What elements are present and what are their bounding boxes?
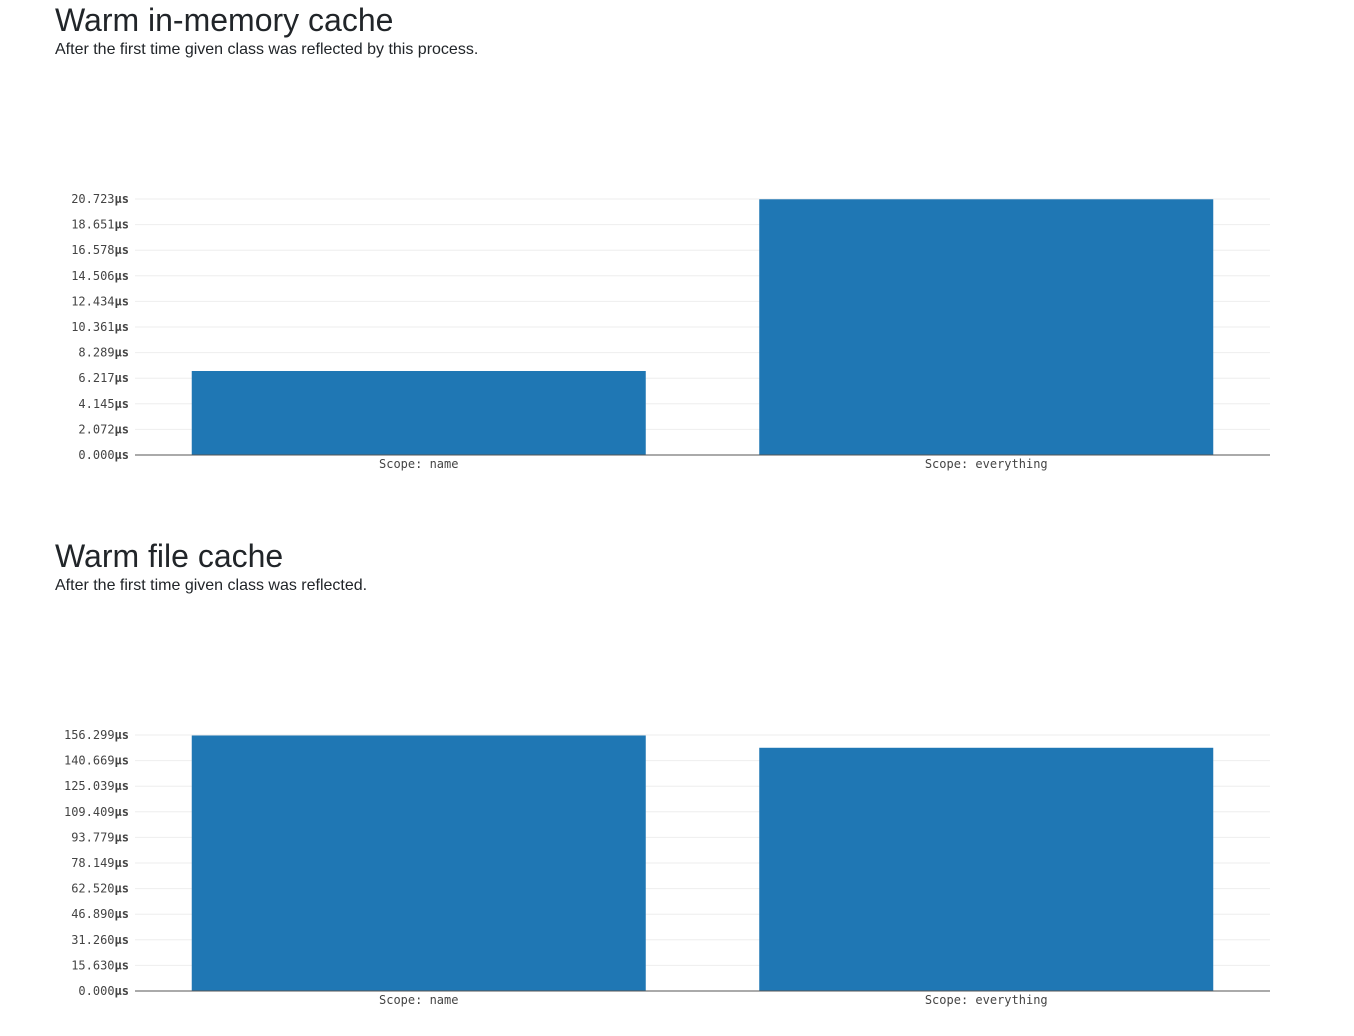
y-tick-label: 18.651μs (71, 218, 129, 232)
y-tick-label: 12.434μs (71, 294, 129, 308)
section-title: Warm file cache (55, 538, 284, 574)
y-tick-label: 16.578μs (71, 243, 129, 257)
x-category-label: Scope: everything (925, 457, 1048, 471)
section-warm-in-memory-cache: Warm in-memory cache After the first tim… (55, 0, 1295, 62)
y-tick-label: 6.217μs (78, 371, 129, 385)
y-tick-label: 10.361μs (71, 320, 129, 334)
y-tick-label: 8.289μs (78, 346, 129, 360)
x-category-label: Scope: name (379, 457, 458, 471)
bar (759, 199, 1214, 455)
y-tick-label: 2.072μs (78, 422, 129, 436)
bar (191, 370, 646, 455)
section-warm-file-cache: Warm file cache After the first time giv… (55, 536, 1295, 598)
y-tick-label: 4.145μs (78, 397, 129, 411)
section-description: After the first time given class was ref… (55, 577, 368, 594)
section-description: After the first time given class was ref… (55, 41, 479, 58)
y-tick-label: 14.506μs (71, 269, 129, 283)
y-tick-label: 0.000μs (78, 448, 129, 462)
y-tick-label: 20.723μs (71, 192, 129, 206)
section-title: Warm in-memory cache (55, 2, 394, 38)
